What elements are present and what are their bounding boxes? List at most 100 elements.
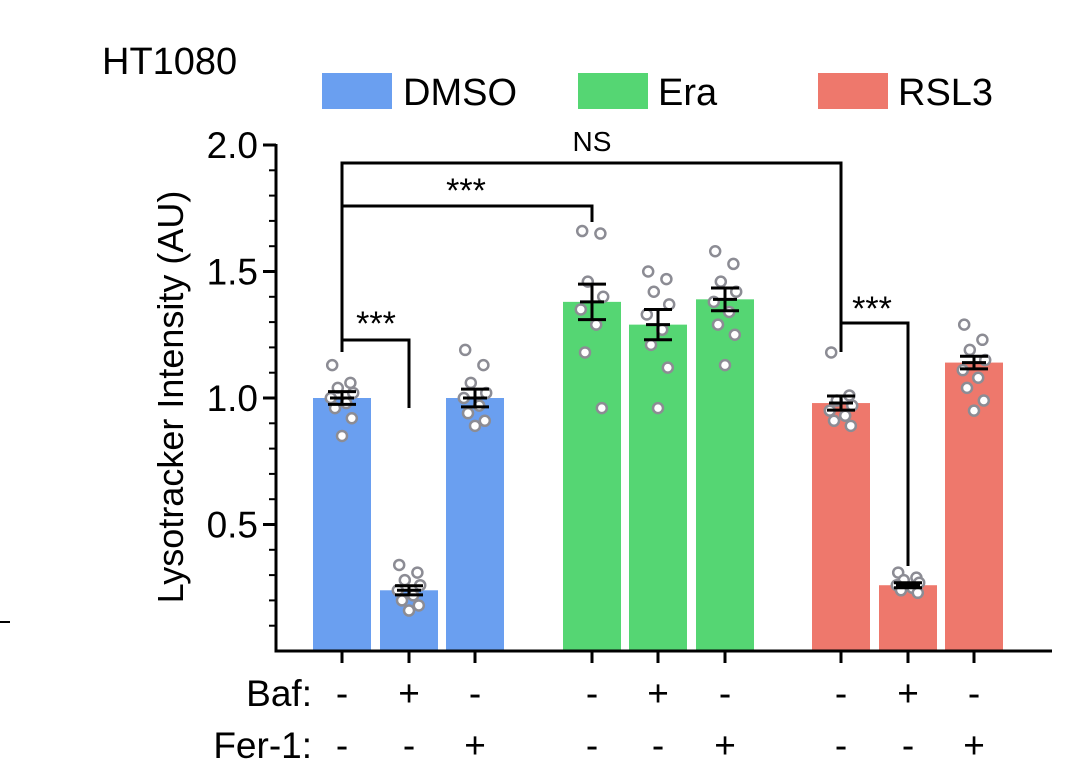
data-point [711, 318, 725, 331]
data-point [963, 343, 977, 357]
data-point [714, 275, 728, 288]
condition-sign: - [968, 673, 980, 714]
condition-row-labels: Baf: Fer-1: [213, 673, 312, 766]
data-point [325, 358, 339, 372]
legend-label-rsl3: RSL3 [898, 72, 993, 114]
data-point [464, 376, 478, 390]
legend-swatch-rsl3 [818, 73, 888, 109]
legend-label-era: Era [658, 72, 718, 114]
condition-sign: - [336, 725, 348, 766]
y-axis-label: Lysotracker Intensity (AU) [150, 191, 191, 604]
data-point [398, 573, 412, 587]
significance-label: *** [446, 172, 486, 210]
data-point [957, 318, 971, 331]
data-point [647, 285, 661, 298]
condition-label-fer1: Fer-1: [213, 725, 312, 766]
y-tick-label: 0.5 [207, 505, 258, 546]
significance-bracket [340, 161, 843, 352]
condition-sign: - [652, 725, 664, 766]
significance-label: NS [573, 126, 612, 157]
bar-dmso [380, 590, 438, 651]
data-point [595, 401, 609, 415]
bars [313, 299, 1003, 651]
condition-sign: + [897, 673, 919, 714]
panel-label: HT1080 [102, 41, 237, 83]
legend: DMSO Era RSL3 [322, 72, 993, 114]
data-point [651, 401, 665, 415]
y-tick-label: 1.0 [207, 378, 258, 419]
y-tick-label: 2.0 [207, 125, 258, 166]
axes [263, 143, 1052, 663]
data-point [344, 376, 357, 390]
legend-swatch-dmso [322, 73, 392, 109]
data-point [660, 272, 673, 286]
data-point [661, 361, 675, 374]
condition-sign: + [464, 725, 486, 766]
data-point [708, 245, 722, 258]
bar-rsl3 [879, 585, 937, 651]
significance-label: *** [356, 305, 396, 343]
data-point [589, 318, 603, 331]
data-point [402, 604, 416, 617]
data-points [324, 224, 992, 617]
condition-sign: - [586, 673, 598, 714]
significance-brackets: *** *** NS *** [340, 126, 910, 566]
significance-label: *** [852, 290, 892, 328]
data-point [641, 265, 655, 278]
data-point [644, 338, 658, 352]
data-point [976, 333, 989, 347]
legend-swatch-era [578, 73, 648, 109]
data-point [392, 558, 406, 572]
data-point [977, 394, 991, 407]
condition-sign: - [336, 673, 348, 714]
data-point [461, 406, 475, 420]
condition-sign: - [835, 673, 847, 714]
condition-sign: + [714, 725, 736, 766]
bar-era [629, 324, 687, 651]
data-point [911, 586, 925, 600]
condition-sign: - [902, 725, 914, 766]
data-point [728, 328, 742, 341]
legend-label-dmso: DMSO [403, 72, 517, 114]
data-point [824, 346, 838, 359]
condition-sign: + [398, 673, 420, 714]
data-point [596, 290, 610, 304]
condition-sign: + [647, 673, 669, 714]
bar-era [563, 301, 621, 651]
error-bars [328, 282, 988, 597]
condition-sign: - [719, 673, 731, 714]
data-point [960, 381, 974, 395]
data-point [718, 358, 732, 372]
data-point [844, 419, 858, 433]
data-point [594, 227, 607, 240]
data-point [574, 303, 588, 316]
data-point [575, 224, 589, 238]
bar-rsl3 [812, 403, 870, 651]
data-point [477, 358, 490, 372]
data-point [578, 346, 592, 359]
y-tick-label: 1.5 [207, 252, 258, 293]
data-point [827, 414, 841, 428]
data-point [335, 429, 349, 443]
data-point [395, 594, 409, 607]
data-point [345, 411, 359, 425]
y-tick-labels: 0.5 1.0 1.5 2.0 [207, 125, 258, 546]
condition-signs: - + - - + - - + - - - + - - + - - + [336, 673, 985, 766]
data-point [458, 343, 472, 357]
data-point [727, 257, 740, 271]
data-point [662, 298, 676, 311]
data-point [412, 599, 426, 612]
data-point [967, 404, 981, 417]
condition-sign: - [403, 725, 415, 766]
data-point [838, 409, 852, 422]
condition-sign: - [469, 673, 481, 714]
data-point [411, 566, 424, 579]
data-point [971, 371, 985, 385]
condition-sign: + [963, 725, 985, 766]
condition-sign: - [835, 725, 847, 766]
significance-bracket [839, 321, 910, 566]
data-point [640, 308, 654, 321]
data-point [468, 419, 482, 433]
bar-dmso [446, 398, 504, 651]
